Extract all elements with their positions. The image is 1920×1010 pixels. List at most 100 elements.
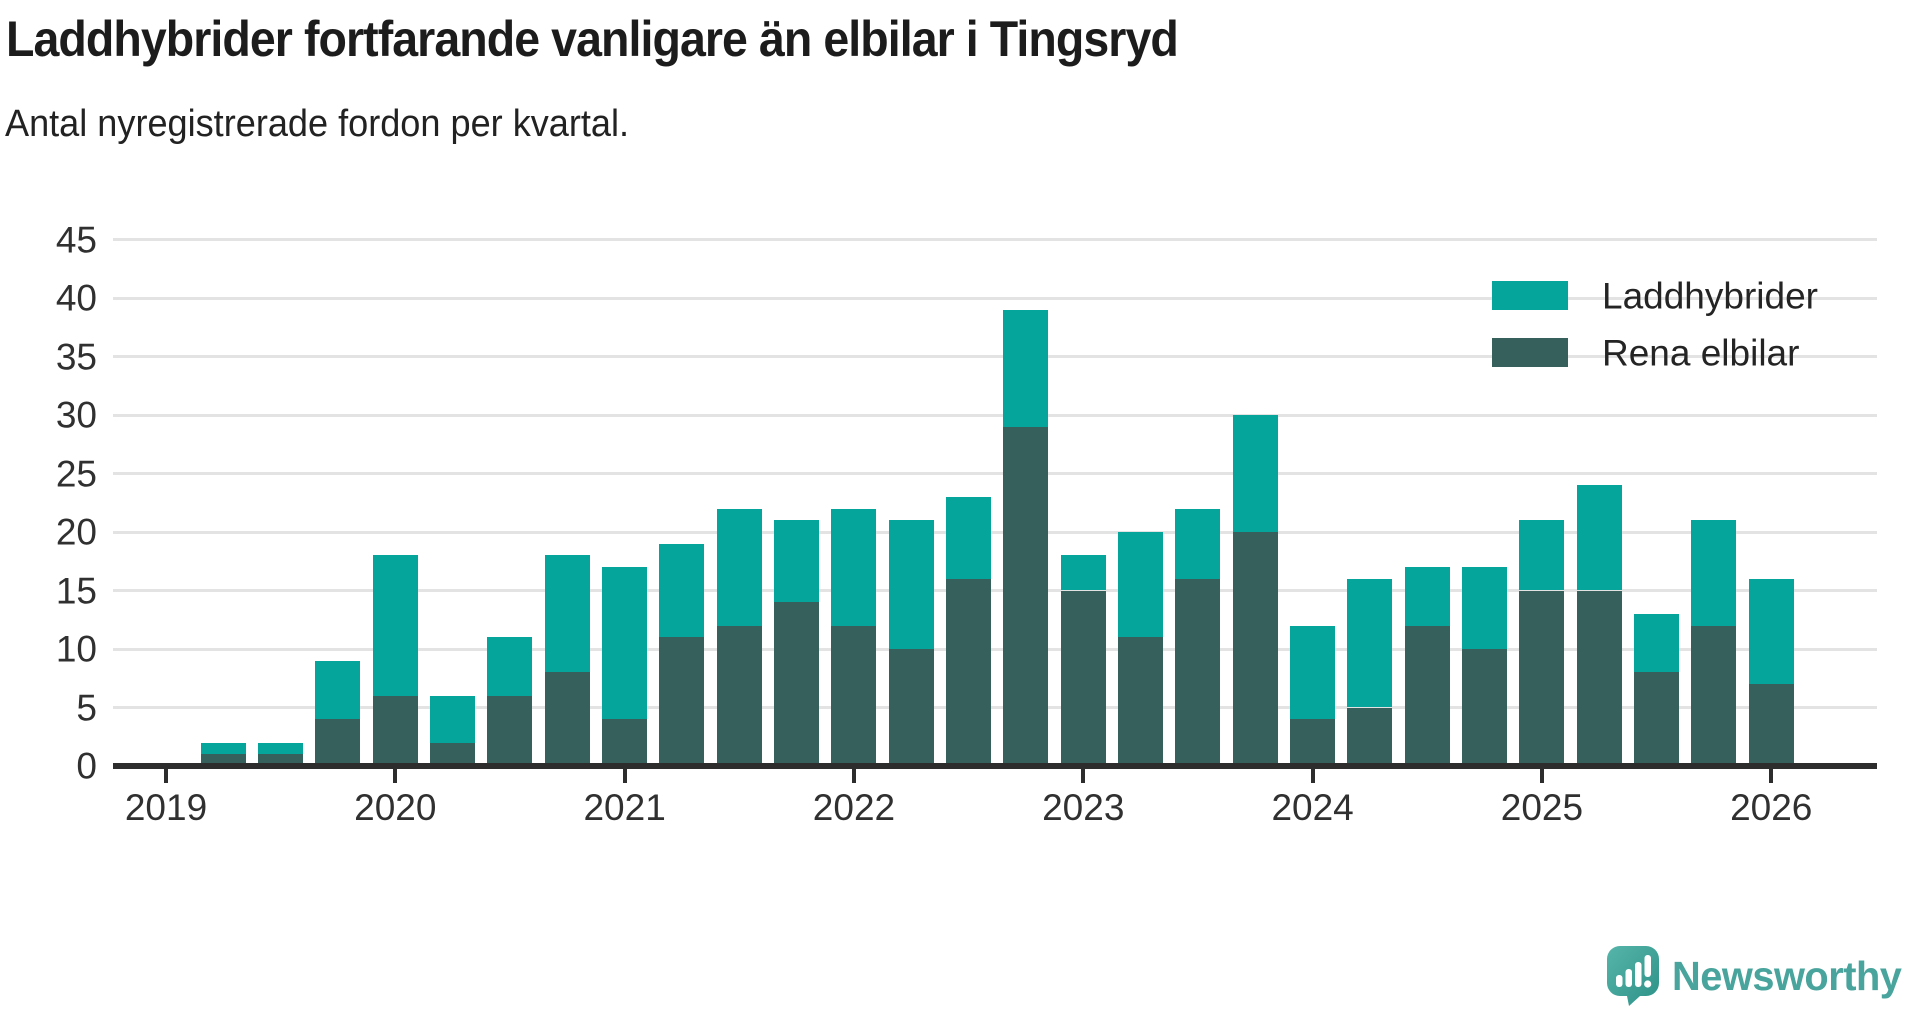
bar-segment-rena-elbilar (1748, 684, 1794, 766)
bar-segment-rena-elbilar (1232, 532, 1278, 766)
bar-segment-rena-elbilar (1175, 578, 1221, 766)
bar-segment-laddhybrider (659, 543, 705, 638)
bar-segment-laddhybrider (200, 742, 246, 755)
bar-segment-rena-elbilar (774, 602, 820, 766)
y-axis-tick-label: 40 (55, 277, 97, 319)
legend-swatch-rena-elbilar (1492, 338, 1568, 367)
bar-segment-laddhybrider (946, 496, 992, 579)
bar-segment-rena-elbilar (430, 742, 476, 766)
bar-segment-laddhybrider (1519, 520, 1565, 591)
bar-segment-laddhybrider (774, 520, 820, 603)
x-axis-tick (1081, 769, 1086, 783)
bar-segment-rena-elbilar (659, 637, 705, 766)
y-axis-tick-label: 45 (55, 219, 97, 260)
y-axis-tick-label: 35 (55, 336, 97, 377)
bar-segment-laddhybrider (1462, 567, 1508, 649)
bar-segment-rena-elbilar (1519, 590, 1565, 766)
bar-segment-laddhybrider (1691, 520, 1737, 626)
bar-segment-rena-elbilar (1003, 426, 1049, 766)
bar-segment-laddhybrider (1347, 578, 1393, 708)
legend-label-rena-elbilar: Rena elbilar (1602, 332, 1800, 374)
y-axis-tick-label: 20 (55, 511, 97, 553)
bar-segment-rena-elbilar (487, 695, 533, 766)
x-axis-tick (622, 769, 627, 783)
bar-segment-laddhybrider (1748, 578, 1794, 685)
bar-segment-laddhybrider (602, 567, 648, 720)
x-axis-tick-label: 2019 (124, 787, 208, 828)
legend-label-laddhybrider: Laddhybrider (1602, 275, 1818, 317)
bar-segment-laddhybrider (716, 508, 762, 626)
gridline-25 (113, 472, 1877, 475)
gridline-5 (113, 706, 1877, 709)
bar-segment-laddhybrider (1576, 485, 1622, 591)
x-axis-tick-label: 2023 (1042, 787, 1125, 828)
bar-segment-rena-elbilar (831, 625, 877, 766)
gridline-10 (113, 647, 1877, 651)
x-axis-tick (393, 769, 398, 783)
bar-segment-rena-elbilar (602, 719, 648, 766)
bar-segment-laddhybrider (1634, 613, 1680, 673)
gridline-40 (113, 296, 1877, 300)
bar-segment-laddhybrider (888, 520, 934, 649)
bar-segment-rena-elbilar (1634, 672, 1680, 766)
x-axis-tick (1539, 769, 1544, 783)
x-axis-tick-label: 2024 (1271, 787, 1354, 828)
bar-segment-rena-elbilar (1060, 590, 1106, 766)
bar-segment-laddhybrider (315, 660, 361, 720)
chart-title: Laddhybrider fortfarande vanligare än el… (6, 11, 1179, 67)
newsworthy-logo: Newsworthy (1606, 945, 1909, 1007)
bar-segment-laddhybrider (544, 555, 590, 673)
y-axis-tick-label: 15 (55, 570, 97, 611)
gridline-30 (113, 413, 1877, 417)
y-axis-tick-label: 10 (55, 628, 97, 670)
x-axis-tick-label: 2020 (354, 787, 437, 828)
bar-segment-rena-elbilar (258, 754, 304, 766)
bar-segment-rena-elbilar (1576, 590, 1622, 766)
gridline-20 (113, 530, 1877, 534)
x-axis-line (113, 763, 1877, 769)
bar-segment-laddhybrider (1003, 309, 1049, 427)
chart-subtitle: Antal nyregistrerade fordon per kvartal. (5, 103, 630, 145)
bar-segment-laddhybrider (1060, 555, 1106, 591)
gridline-35 (113, 355, 1877, 358)
x-axis-tick (851, 769, 856, 783)
bar-segment-rena-elbilar (1404, 625, 1450, 766)
x-axis-tick-label: 2026 (1730, 787, 1813, 828)
bar-segment-laddhybrider (1404, 567, 1450, 626)
bar-segment-rena-elbilar (544, 672, 590, 766)
bar-segment-laddhybrider (1118, 532, 1164, 638)
x-axis-tick (1310, 769, 1315, 783)
bar-segment-rena-elbilar (1118, 637, 1164, 766)
bar-segment-laddhybrider (372, 555, 418, 696)
bar-segment-rena-elbilar (200, 754, 246, 766)
y-axis-tick-label: 30 (55, 394, 97, 436)
bar-segment-laddhybrider (1175, 508, 1221, 579)
x-axis-tick-label: 2021 (583, 787, 666, 828)
bar-segment-rena-elbilar (315, 719, 361, 766)
bar-segment-laddhybrider (487, 637, 533, 696)
x-axis-tick (164, 769, 168, 783)
bar-segment-laddhybrider (1290, 625, 1336, 720)
x-axis-tick-label: 2022 (812, 787, 896, 828)
y-axis-tick-label: 0 (76, 745, 97, 787)
x-axis-tick-label: 2025 (1500, 787, 1584, 828)
bar-segment-rena-elbilar (946, 578, 992, 766)
bar-segment-rena-elbilar (1290, 719, 1336, 766)
gridline-15 (113, 589, 1877, 592)
y-axis-tick-label: 25 (55, 453, 97, 494)
x-axis-tick (1769, 769, 1774, 783)
newsworthy-wordmark: Newsworthy (1672, 952, 1902, 999)
bar-segment-rena-elbilar (888, 649, 934, 766)
bar-segment-laddhybrider (430, 695, 476, 743)
bar-segment-rena-elbilar (1347, 707, 1393, 766)
bar-segment-rena-elbilar (1462, 649, 1508, 766)
bar-segment-rena-elbilar (1691, 625, 1737, 766)
gridline-45 (113, 238, 1877, 241)
bar-segment-rena-elbilar (716, 625, 762, 766)
bar-segment-laddhybrider (258, 742, 304, 755)
bar-segment-laddhybrider (831, 508, 877, 626)
bar-segment-laddhybrider (1232, 415, 1278, 532)
bar-segment-rena-elbilar (372, 695, 418, 766)
